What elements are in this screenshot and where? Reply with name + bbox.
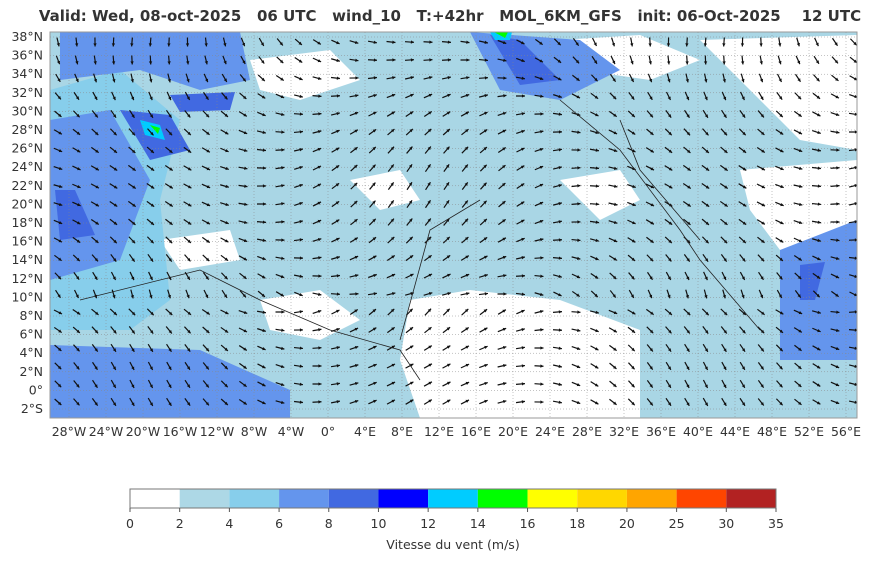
lat-label: 0° <box>29 382 43 397</box>
colorbar-label: Vitesse du vent (m/s) <box>386 537 519 552</box>
colorbar-tick-label: 4 <box>225 516 233 531</box>
colorbar-segment <box>577 489 627 508</box>
lon-label: 12°E <box>424 424 454 439</box>
lon-label: 28°E <box>572 424 602 439</box>
colorbar-segment <box>229 489 279 508</box>
colorbar-tick-label: 35 <box>768 516 784 531</box>
colorbar-tick-label: 20 <box>619 516 635 531</box>
lon-label: 16°E <box>461 424 491 439</box>
colorbar-segment <box>528 489 578 508</box>
colorbar-segment <box>279 489 329 508</box>
lat-label: 36°N <box>11 48 43 63</box>
lat-label: 22°N <box>11 178 43 193</box>
colorbar-tick-label: 16 <box>520 516 536 531</box>
colorbar-segment <box>428 489 478 508</box>
colorbar-tick-label: 12 <box>420 516 436 531</box>
lat-label: 38°N <box>11 29 43 44</box>
colorbar-tick-label: 0 <box>126 516 134 531</box>
lat-label: 20°N <box>11 196 43 211</box>
lat-label: 24°N <box>11 159 43 174</box>
lon-label: 12°W <box>200 424 235 439</box>
lat-label: 2°S <box>21 401 43 416</box>
colorbar-tick-label: 14 <box>470 516 486 531</box>
lat-label: 34°N <box>11 66 43 81</box>
lon-label: 16°W <box>163 424 198 439</box>
colorbar-tick-label: 30 <box>718 516 734 531</box>
colorbar-tick-label: 10 <box>371 516 387 531</box>
lat-label: 26°N <box>11 141 43 156</box>
title: Valid: Wed, 08-oct-2025 06 UTC wind_10 T… <box>39 7 861 25</box>
colorbar-segment <box>329 489 379 508</box>
lon-label: 24°E <box>535 424 565 439</box>
lon-label: 40°E <box>683 424 713 439</box>
lon-label: 8°E <box>391 424 413 439</box>
lat-label: 30°N <box>11 103 43 118</box>
colorbar-segment <box>478 489 528 508</box>
lat-label: 12°N <box>11 271 43 286</box>
colorbar-segment <box>677 489 727 508</box>
lat-label: 8°N <box>19 308 43 323</box>
colorbar-tick-label: 18 <box>569 516 585 531</box>
lat-label: 4°N <box>19 345 43 360</box>
colorbar-tick-label: 8 <box>325 516 333 531</box>
lat-label: 18°N <box>11 215 43 230</box>
map-area <box>50 32 858 418</box>
colorbar-tick-label: 25 <box>669 516 685 531</box>
lat-label: 10°N <box>11 289 43 304</box>
colorbar-segment <box>378 489 428 508</box>
lat-label: 14°N <box>11 252 43 267</box>
lon-label: 8°W <box>241 424 268 439</box>
colorbar-tick-label: 2 <box>176 516 184 531</box>
lon-label: 0° <box>321 424 335 439</box>
lat-label: 2°N <box>19 364 43 379</box>
lon-label: 24°W <box>89 424 124 439</box>
lat-label: 6°N <box>19 327 43 342</box>
colorbar-segment <box>130 489 180 508</box>
lon-label: 48°E <box>757 424 787 439</box>
lon-label: 28°W <box>52 424 87 439</box>
lat-label: 28°N <box>11 122 43 137</box>
lon-label: 56°E <box>831 424 861 439</box>
lon-label: 20°W <box>126 424 161 439</box>
lon-label: 36°E <box>646 424 676 439</box>
colorbar-segment <box>180 489 230 508</box>
lon-label: 4°E <box>354 424 376 439</box>
lon-label: 32°E <box>609 424 639 439</box>
lon-label: 52°E <box>794 424 824 439</box>
lon-label: 4°W <box>278 424 305 439</box>
colorbar-tick-label: 6 <box>275 516 283 531</box>
colorbar-segment <box>627 489 677 508</box>
lon-label: 20°E <box>498 424 528 439</box>
lat-label: 32°N <box>11 85 43 100</box>
lat-label: 16°N <box>11 234 43 249</box>
colorbar-segment <box>726 489 776 508</box>
lon-label: 44°E <box>720 424 750 439</box>
